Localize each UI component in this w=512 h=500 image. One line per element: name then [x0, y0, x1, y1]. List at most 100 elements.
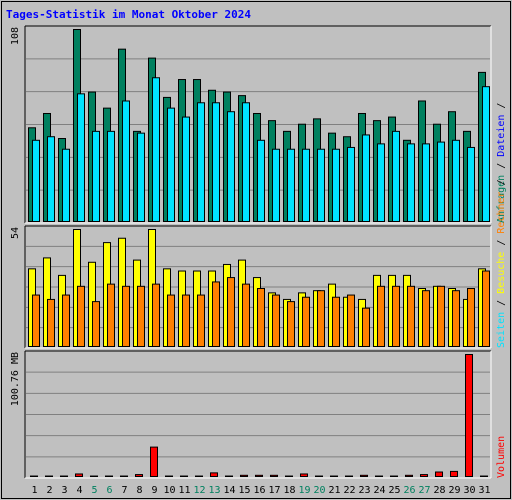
bar-dateien-day-18 [287, 148, 295, 222]
bar-rechner-day-15 [242, 283, 250, 348]
bar-dateien-day-19 [302, 148, 310, 222]
bar-rechner-day-4 [77, 285, 85, 348]
bar-rechner-day-22 [347, 294, 355, 347]
x-tick-label-day-19: 19 [298, 485, 310, 496]
x-tick-label-day-25: 25 [388, 485, 400, 496]
bar-rechner-day-8 [137, 285, 145, 348]
x-tick-label-day-9: 9 [151, 485, 157, 496]
x-tick-label-day-13: 13 [208, 485, 220, 496]
bar-dateien-day-25 [392, 130, 400, 222]
x-tick-label-day-10: 10 [163, 485, 175, 496]
bar-rechner-day-24 [377, 285, 385, 348]
bar-dateien-day-2 [47, 136, 55, 223]
bar-dateien-day-22 [347, 146, 355, 222]
bar-rechner-day-7 [122, 285, 130, 348]
legend-separator: / [496, 294, 507, 312]
x-tick-label-day-17: 17 [268, 485, 280, 496]
x-tick-label-day-12: 12 [193, 485, 205, 496]
bar-rechner-day-17 [272, 294, 280, 347]
y-max-label: 108 [10, 27, 21, 45]
x-tick-label-day-2: 2 [46, 485, 52, 496]
legend-dateien: Dateien [496, 115, 507, 157]
bar-dateien-day-3 [62, 148, 70, 222]
bar-rechner-day-21 [332, 296, 340, 348]
bar-dateien-day-24 [377, 143, 385, 223]
x-tick-label-day-22: 22 [343, 485, 355, 496]
bar-dateien-day-28 [437, 141, 445, 222]
side-legend: Volumen [496, 436, 507, 478]
bar-rechner-day-23 [362, 307, 370, 347]
bar-dateien-day-10 [167, 107, 175, 222]
bar-volumen-day-19 [300, 473, 308, 477]
bar-dateien-day-14 [227, 111, 235, 222]
x-tick-label-day-20: 20 [313, 485, 325, 496]
bar-rechner-day-18 [287, 301, 295, 348]
x-tick-label-day-24: 24 [373, 485, 385, 496]
y-max-label: 100.76 MB [10, 352, 21, 406]
bar-rechner-day-30 [467, 288, 475, 347]
bar-dateien-day-31 [482, 86, 490, 223]
bar-dateien-day-4 [77, 93, 85, 222]
x-tick-label-day-1: 1 [31, 485, 37, 496]
bar-dateien-day-5 [92, 130, 100, 222]
bar-rechner-day-26 [407, 285, 415, 348]
bar-rechner-day-3 [62, 294, 70, 347]
bar-volumen-day-28 [435, 471, 443, 477]
legend-seiten: Seiten [496, 312, 507, 348]
bar-dateien-day-1 [32, 139, 40, 222]
x-tick-label-day-14: 14 [223, 485, 235, 496]
x-tick-label-day-21: 21 [328, 485, 340, 496]
bar-volumen-day-23 [360, 474, 368, 478]
bar-rechner-day-19 [302, 296, 310, 348]
side-legend: Anfragen / Dateien / [496, 103, 507, 223]
legend-separator: / [496, 234, 507, 252]
bar-dateien-day-20 [317, 148, 325, 222]
legend-separator: / [496, 179, 507, 191]
bar-dateien-day-9 [152, 77, 160, 222]
bar-rechner-day-2 [47, 298, 55, 348]
bar-volumen-day-30 [465, 354, 473, 477]
bar-volumen-day-4 [75, 473, 83, 477]
x-tick-label-day-28: 28 [433, 485, 445, 496]
bar-rechner-day-5 [92, 301, 100, 348]
x-tick-label-day-23: 23 [358, 485, 370, 496]
legend-rechner: Rechner [496, 191, 507, 233]
bar-volumen-day-8 [135, 474, 143, 477]
x-tick-label-day-31: 31 [478, 485, 490, 496]
legend-anfragen: Anfragen [496, 175, 507, 223]
legend-volumen: Volumen [496, 436, 507, 478]
bar-dateien-day-8 [137, 132, 145, 222]
legend-separator: / [496, 103, 507, 115]
bar-dateien-day-6 [107, 130, 115, 222]
bar-volumen-day-26 [405, 474, 413, 478]
x-tick-label-day-6: 6 [106, 485, 112, 496]
x-tick-label-day-5: 5 [91, 485, 97, 496]
x-tick-label-day-3: 3 [61, 485, 67, 496]
bar-rechner-day-9 [152, 283, 160, 348]
x-tick-label-day-8: 8 [136, 485, 142, 496]
bar-dateien-day-23 [362, 134, 370, 222]
bar-rechner-day-14 [227, 277, 235, 347]
x-tick-label-day-7: 7 [121, 485, 127, 496]
bar-rechner-day-13 [212, 281, 220, 348]
bar-volumen-day-27 [420, 474, 428, 477]
bar-dateien-day-11 [182, 116, 190, 222]
bar-dateien-day-27 [422, 143, 430, 223]
x-tick-label-day-18: 18 [283, 485, 295, 496]
bar-rechner-day-12 [197, 294, 205, 347]
bar-volumen-day-16 [255, 474, 263, 478]
bar-volumen-day-29 [450, 470, 458, 478]
bar-volumen-day-13 [210, 472, 218, 478]
bar-dateien-day-29 [452, 139, 460, 222]
y-max-label: 54 [10, 227, 21, 239]
x-tick-label-day-27: 27 [418, 485, 430, 496]
bar-dateien-day-26 [407, 143, 415, 223]
bar-dateien-day-16 [257, 139, 265, 222]
bar-rechner-day-29 [452, 290, 460, 347]
bar-dateien-day-15 [242, 102, 250, 222]
bar-dateien-day-13 [212, 102, 220, 222]
bar-rechner-day-31 [482, 270, 490, 348]
